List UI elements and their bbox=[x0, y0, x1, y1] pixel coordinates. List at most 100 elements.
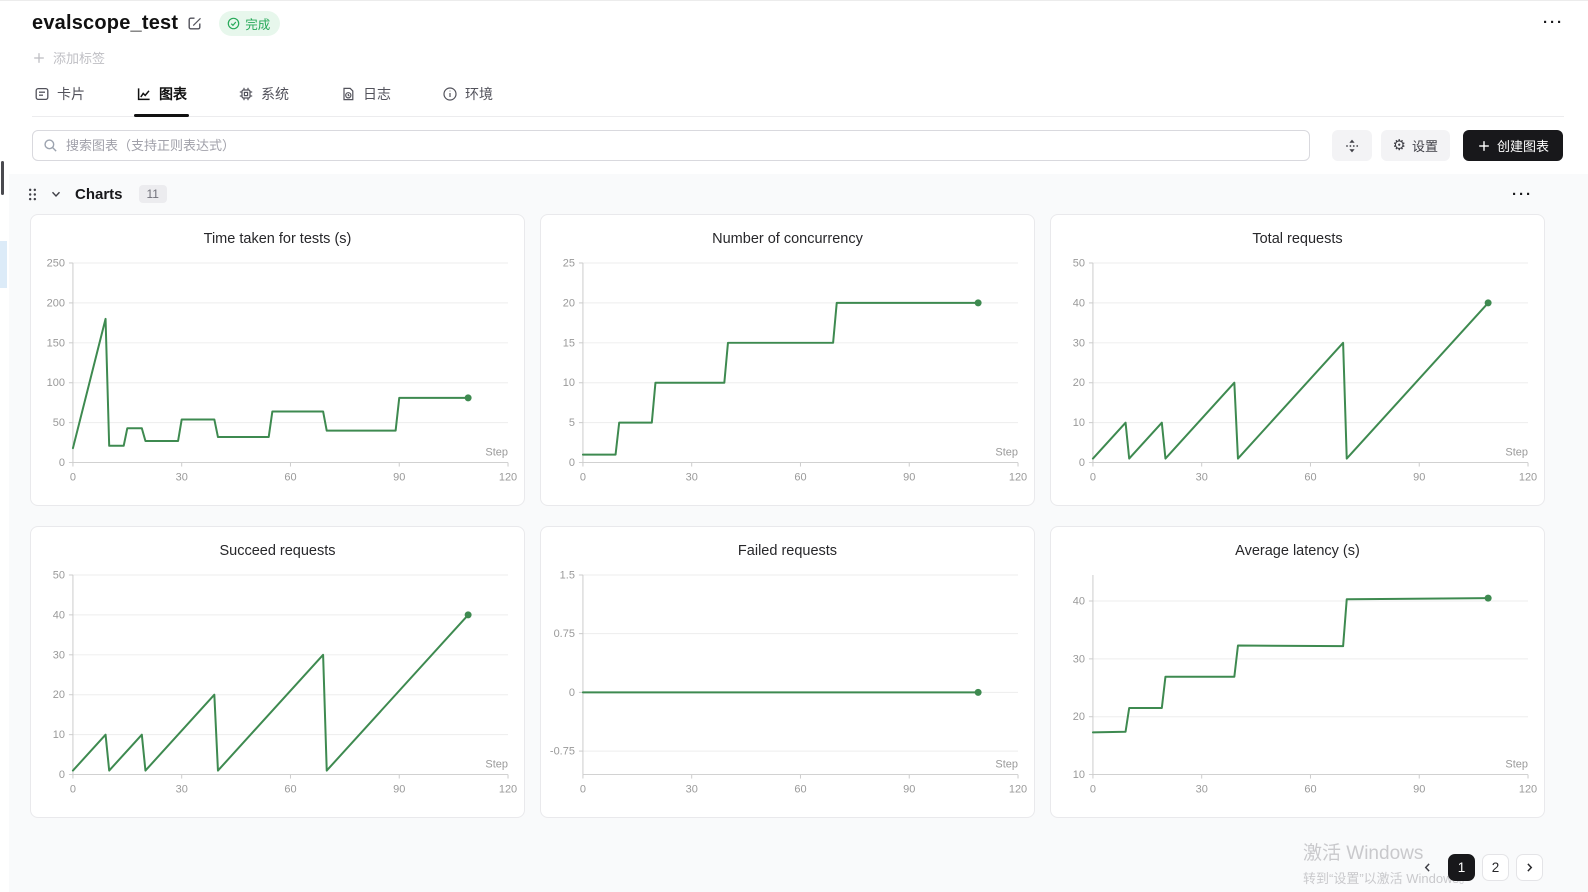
svg-text:0: 0 bbox=[1090, 472, 1096, 484]
chart-card[interactable]: Total requests 0 10 20 30 40 50 0 30 60 90 120 Step bbox=[1050, 214, 1545, 506]
chevron-down-icon[interactable] bbox=[49, 187, 63, 201]
tab-charts[interactable]: 图表 bbox=[134, 84, 189, 117]
svg-text:0: 0 bbox=[580, 472, 586, 484]
page-button-2[interactable]: 2 bbox=[1482, 854, 1509, 881]
svg-text:120: 120 bbox=[1519, 472, 1537, 484]
svg-text:1.5: 1.5 bbox=[560, 569, 575, 581]
svg-text:60: 60 bbox=[794, 784, 806, 796]
chart-card[interactable]: Number of concurrency 0 5 10 15 20 25 0 30 60 90 1… bbox=[540, 214, 1035, 506]
toolbar: ⚙ 设置 创建图表 bbox=[0, 117, 1588, 174]
svg-text:90: 90 bbox=[903, 784, 915, 796]
svg-text:30: 30 bbox=[1196, 784, 1208, 796]
header-menu-button[interactable]: ··· bbox=[1543, 14, 1564, 31]
charts-panel: Charts 11 ··· Time taken for tests (s) 0… bbox=[9, 174, 1588, 892]
svg-text:30: 30 bbox=[1073, 653, 1085, 665]
svg-text:30: 30 bbox=[1073, 337, 1085, 349]
plus-icon bbox=[1477, 139, 1491, 153]
svg-text:10: 10 bbox=[563, 377, 575, 389]
svg-text:5: 5 bbox=[569, 417, 575, 429]
tab-logs[interactable]: 日志 bbox=[338, 84, 393, 116]
svg-text:90: 90 bbox=[1413, 472, 1425, 484]
svg-text:Step: Step bbox=[485, 447, 508, 459]
add-tag-button[interactable]: 添加标签 bbox=[32, 48, 105, 67]
svg-text:25: 25 bbox=[563, 257, 575, 269]
search-input[interactable] bbox=[66, 138, 1299, 153]
svg-text:50: 50 bbox=[53, 417, 65, 429]
svg-text:90: 90 bbox=[393, 472, 405, 484]
line-chart-icon bbox=[136, 86, 152, 102]
chart-card[interactable]: Failed requests -0.75 0 0.75 1.5 0 30 60 90 120 S… bbox=[540, 526, 1035, 818]
svg-text:Step: Step bbox=[1505, 447, 1528, 459]
status-badge-label: 完成 bbox=[245, 17, 271, 32]
svg-text:0: 0 bbox=[70, 472, 76, 484]
chart-plot[interactable]: 0 5 10 15 20 25 0 30 60 90 120 Step bbox=[541, 253, 1034, 500]
svg-text:Step: Step bbox=[995, 447, 1018, 459]
prev-page-button[interactable] bbox=[1414, 854, 1441, 881]
chart-plot[interactable]: 10 20 30 40 0 30 60 90 120 Step bbox=[1051, 565, 1544, 812]
chart-plot[interactable]: 0 50 100 150 200 250 0 30 60 90 120 Step bbox=[31, 253, 524, 500]
tab-environment[interactable]: 环境 bbox=[440, 84, 495, 116]
tab-bar: 卡片 图表 bbox=[32, 84, 1564, 117]
svg-text:50: 50 bbox=[53, 569, 65, 581]
svg-text:20: 20 bbox=[1073, 377, 1085, 389]
search-icon bbox=[43, 138, 58, 153]
tab-label: 图表 bbox=[159, 86, 187, 102]
charts-section-menu-button[interactable]: ··· bbox=[1512, 185, 1533, 203]
svg-text:20: 20 bbox=[53, 689, 65, 701]
svg-text:60: 60 bbox=[1304, 784, 1316, 796]
svg-text:30: 30 bbox=[176, 472, 188, 484]
left-scroll-indicator bbox=[0, 241, 7, 288]
svg-text:120: 120 bbox=[1519, 784, 1537, 796]
create-chart-button[interactable]: 创建图表 bbox=[1462, 130, 1563, 161]
tab-system[interactable]: 系统 bbox=[236, 84, 291, 116]
svg-text:10: 10 bbox=[1073, 417, 1085, 429]
left-scrollbar-thumb[interactable] bbox=[1, 161, 4, 195]
chart-card[interactable]: Average latency (s) 10 20 30 40 0 30 60 90 120 St… bbox=[1050, 526, 1545, 818]
svg-text:90: 90 bbox=[393, 784, 405, 796]
svg-text:15: 15 bbox=[563, 337, 575, 349]
page-title: evalscope_test bbox=[32, 11, 179, 34]
svg-text:0: 0 bbox=[569, 457, 575, 469]
svg-text:40: 40 bbox=[53, 609, 65, 621]
settings-button[interactable]: ⚙ 设置 bbox=[1380, 130, 1450, 161]
chart-title: Total requests bbox=[1252, 231, 1343, 247]
svg-text:0.75: 0.75 bbox=[554, 628, 575, 640]
svg-text:0: 0 bbox=[70, 784, 76, 796]
charts-count-badge: 11 bbox=[138, 185, 167, 203]
svg-text:120: 120 bbox=[499, 784, 517, 796]
svg-text:-0.75: -0.75 bbox=[550, 746, 575, 758]
expand-collapse-button[interactable] bbox=[1331, 130, 1372, 161]
edit-title-icon[interactable] bbox=[187, 15, 203, 31]
chart-card[interactable]: Time taken for tests (s) 0 50 100 150 200 250… bbox=[30, 214, 525, 506]
tab-label: 环境 bbox=[465, 86, 493, 102]
tab-cards[interactable]: 卡片 bbox=[32, 84, 87, 116]
svg-text:120: 120 bbox=[1009, 784, 1027, 796]
drag-handle-icon[interactable] bbox=[26, 187, 39, 202]
chart-plot[interactable]: -0.75 0 0.75 1.5 0 30 60 90 120 Step bbox=[541, 565, 1034, 812]
svg-text:90: 90 bbox=[1413, 784, 1425, 796]
svg-text:30: 30 bbox=[686, 472, 698, 484]
chart-title: Failed requests bbox=[737, 543, 838, 559]
status-badge: 完成 bbox=[219, 10, 281, 36]
next-page-button[interactable] bbox=[1516, 854, 1543, 881]
tab-label: 日志 bbox=[363, 86, 391, 102]
chart-card[interactable]: Succeed requests 0 10 20 30 40 50 0 30 60 90 120 St… bbox=[30, 526, 525, 818]
chart-plot[interactable]: 0 10 20 30 40 50 0 30 60 90 120 Step bbox=[31, 565, 524, 812]
svg-text:200: 200 bbox=[47, 297, 65, 309]
chart-title: Time taken for tests (s) bbox=[203, 231, 352, 247]
chart-title: Number of concurrency bbox=[712, 231, 863, 247]
chart-title: Succeed requests bbox=[219, 543, 336, 559]
charts-grid: Time taken for tests (s) 0 50 100 150 200 250… bbox=[30, 214, 1545, 818]
svg-text:90: 90 bbox=[903, 472, 915, 484]
svg-text:30: 30 bbox=[686, 784, 698, 796]
svg-text:250: 250 bbox=[47, 257, 65, 269]
add-tag-label: 添加标签 bbox=[53, 51, 106, 66]
svg-text:10: 10 bbox=[53, 729, 65, 741]
chart-plot[interactable]: 0 10 20 30 40 50 0 30 60 90 120 Step bbox=[1051, 253, 1544, 500]
svg-text:10: 10 bbox=[1073, 769, 1085, 781]
page-button-1[interactable]: 1 bbox=[1448, 854, 1475, 881]
header: evalscope_test 完成 ··· bbox=[0, 1, 1588, 117]
svg-text:60: 60 bbox=[284, 784, 296, 796]
svg-text:0: 0 bbox=[569, 687, 575, 699]
charts-section-header: Charts 11 ··· bbox=[9, 174, 1588, 208]
